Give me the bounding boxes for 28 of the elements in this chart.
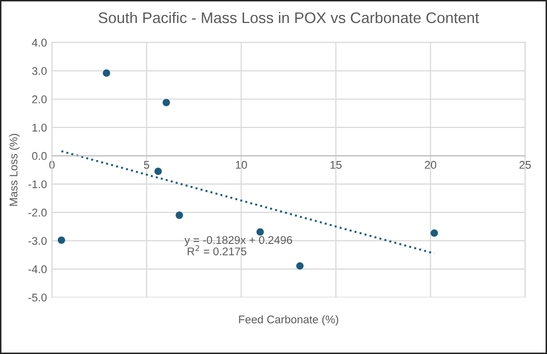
y-tick-label: -2.0: [28, 208, 47, 217]
x-tick-label: 25: [520, 160, 531, 169]
y-tick-label: 3.0: [32, 67, 47, 75]
y-axis-title: Mass Loss (%): [9, 134, 20, 206]
annotation: R$^{2}$ = 0.2175: [188, 245, 246, 256]
point: [102, 69, 110, 77]
x-axis-title: Feed Carbonate (%): [239, 315, 338, 326]
annotation: y = -0.1829x + 0.2496: [184, 236, 292, 246]
y-tick-label: 0.0: [32, 152, 47, 160]
y-tick-label: -3.0: [28, 236, 47, 245]
x-tick-label: 20: [424, 160, 436, 169]
y-tick-label: -4.0: [28, 265, 47, 274]
point: [256, 228, 264, 236]
y-tick-label: -5.0: [28, 294, 47, 302]
point: [176, 212, 184, 219]
chart-title: South Pacific - Mass Loss in POX vs Carbonate Content: [98, 12, 480, 24]
y-tick-label: 4.0: [32, 38, 47, 47]
x-tick-label: 15: [330, 161, 342, 169]
point: [162, 98, 170, 106]
x-tick-label: 5: [144, 161, 150, 169]
point: [430, 229, 438, 237]
y-tick-label: -1.0: [28, 180, 47, 188]
point: [296, 262, 304, 270]
y-tick-label: 1.0: [32, 124, 47, 132]
point: [58, 236, 66, 244]
point: [154, 168, 162, 176]
y-tick-label: 2.0: [32, 95, 47, 104]
x-tick-label: 10: [236, 160, 247, 169]
